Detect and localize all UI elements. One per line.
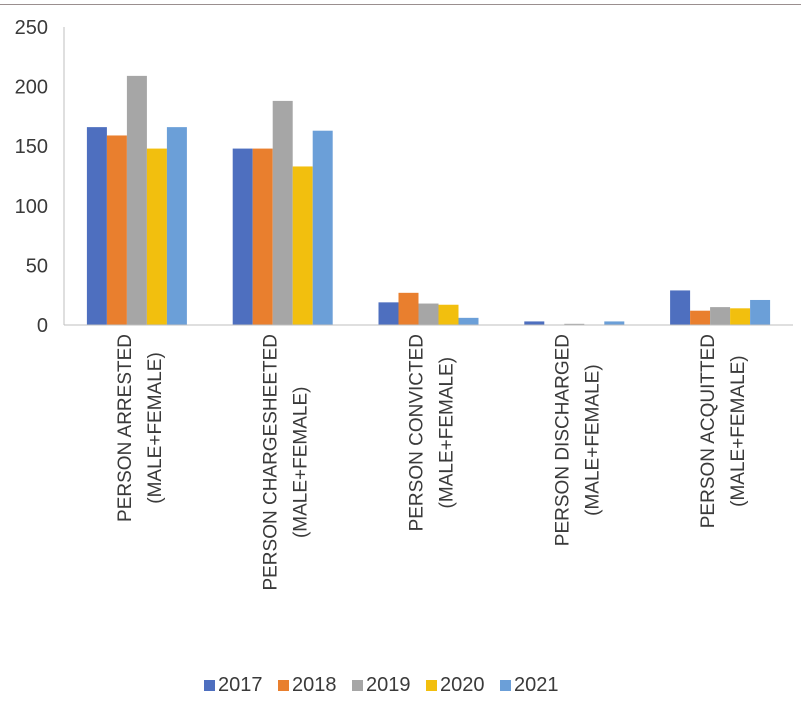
- bar-2017-cat-1: [86, 127, 107, 325]
- bar-2018-cat-2: [252, 148, 273, 325]
- bar-2018-cat-5: [690, 310, 711, 325]
- bar-2019-cat-5: [710, 307, 731, 325]
- bar-2017-cat-5: [670, 290, 691, 325]
- bar-2021-cat-3: [458, 317, 479, 325]
- legend-label-2020: 2020: [440, 674, 485, 696]
- bar-2019-cat-3: [418, 303, 439, 325]
- bar-2018-cat-1: [106, 135, 127, 325]
- bar-2019-cat-2: [272, 100, 293, 326]
- x-category-label-line: (MALE+FEMALE): [291, 387, 312, 539]
- bar-2017-cat-4: [524, 321, 545, 325]
- bar-2021-cat-1: [166, 127, 187, 325]
- x-category-label-line: PERSON CHARGESHEETED: [261, 334, 282, 591]
- y-tick-label: 150: [15, 136, 48, 158]
- bar-2021-cat-5: [750, 299, 771, 325]
- bar-2019-cat-4: [564, 323, 585, 325]
- legend-swatch-2018: [278, 680, 289, 691]
- x-category-label: PERSON ARRESTED (MALE+FEMALE): [115, 334, 166, 522]
- legend-swatch-2017: [204, 680, 215, 691]
- legend-label-2017: 2017: [218, 674, 263, 696]
- legend-swatch-2021: [500, 680, 511, 691]
- legend-label-2021: 2021: [514, 674, 559, 696]
- x-category-label-line: PERSON ACQUITTED: [698, 334, 719, 528]
- x-category-label-line: (MALE+FEMALE): [728, 355, 749, 507]
- x-category-label: PERSON DISCHARGED (MALE+FEMALE): [552, 334, 603, 546]
- y-tick-label: 100: [15, 196, 48, 218]
- x-category-label: PERSON CHARGESHEETED (MALE+FEMALE): [261, 334, 312, 591]
- x-category-label-line: PERSON DISCHARGED: [552, 334, 573, 546]
- y-tick-label: 50: [26, 255, 48, 277]
- y-tick-label: 200: [15, 77, 48, 99]
- bar-2021-cat-2: [312, 130, 333, 325]
- x-category-label-line: (MALE+FEMALE): [582, 364, 603, 516]
- bar-2019-cat-1: [126, 75, 147, 326]
- bar-2020-cat-5: [730, 308, 751, 325]
- y-tick-label: 0: [37, 315, 48, 337]
- bar-2020-cat-1: [146, 148, 167, 325]
- x-category-label-line: (MALE+FEMALE): [437, 357, 458, 509]
- legend-label-2019: 2019: [366, 674, 411, 696]
- bar-2017-cat-3: [378, 302, 399, 325]
- x-axis: PERSON ARRESTED (MALE+FEMALE) PERSON CHARG…: [64, 324, 793, 591]
- legend-swatch-2019: [352, 680, 363, 691]
- y-axis: 0 50 100 150 200 250: [15, 17, 65, 337]
- bar-2021-cat-4: [604, 321, 625, 325]
- x-category-label-line: PERSON CONVICTED: [407, 334, 428, 531]
- legend-label-2018: 2018: [292, 674, 337, 696]
- y-tick-label: 250: [15, 17, 48, 39]
- x-category-label-line: (MALE+FEMALE): [145, 352, 166, 504]
- bar-2018-cat-3: [398, 292, 419, 325]
- bars: [86, 75, 771, 326]
- top-border-line: [0, 4, 801, 5]
- x-category-label: PERSON CONVICTED (MALE+FEMALE): [407, 334, 458, 531]
- bar-2020-cat-3: [438, 304, 459, 325]
- legend: 2017 2018 2019 2020 2021: [204, 674, 559, 696]
- x-category-label: PERSON ACQUITTED (MALE+FEMALE): [698, 334, 749, 528]
- legend-swatch-2020: [426, 680, 437, 691]
- bar-2020-cat-2: [292, 166, 313, 325]
- x-category-label-line: PERSON ARRESTED: [115, 334, 136, 522]
- bar-2017-cat-2: [232, 148, 253, 325]
